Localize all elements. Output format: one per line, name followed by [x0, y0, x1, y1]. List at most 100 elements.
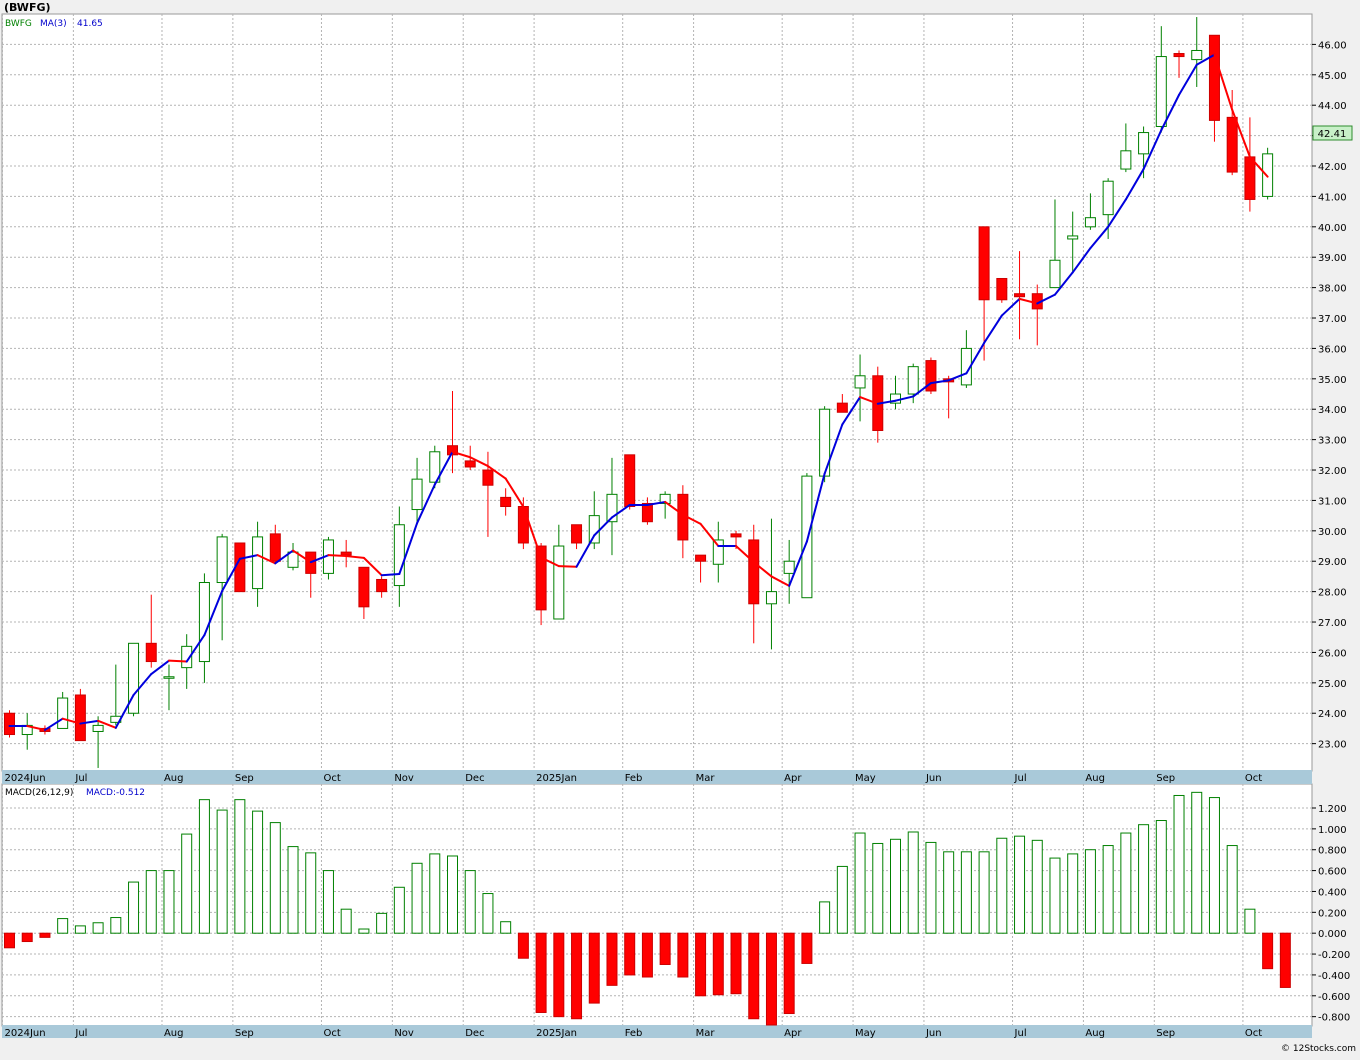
- up-candle: [712, 521, 724, 583]
- down-candle: [145, 594, 157, 668]
- price-tick-label: 24.00: [1318, 709, 1347, 720]
- candle-body: [1244, 156, 1256, 200]
- date-axis-label: Jun: [925, 1028, 942, 1039]
- up-candle: [765, 518, 777, 650]
- price-tick-label: 23.00: [1318, 740, 1347, 751]
- price-tick-label: 46.00: [1318, 40, 1347, 51]
- candle-body: [411, 478, 423, 511]
- macd-bar-positive: [819, 901, 831, 934]
- date-axis-label: 2025Jan: [536, 1028, 577, 1039]
- candle-body: [145, 642, 157, 663]
- candle-body: [1262, 153, 1274, 197]
- candle-body: [128, 642, 140, 714]
- ma-line-segment: [1124, 168, 1145, 201]
- macd-bar-positive: [287, 846, 299, 934]
- ma-line-segment: [380, 572, 401, 577]
- date-axis-label: Feb: [625, 773, 643, 784]
- macd-legend: MACD(26,12,9): [5, 788, 73, 798]
- macd-bar-negative: [1279, 932, 1291, 988]
- macd-bar-negative: [730, 932, 742, 995]
- date-axis-label: 2025Jan: [536, 773, 577, 784]
- ma-line-segment: [557, 565, 578, 568]
- down-candle: [376, 576, 388, 598]
- candle-body: [181, 645, 193, 669]
- date-axis-label: Mar: [696, 773, 716, 784]
- macd-bar-negative: [748, 932, 760, 1020]
- down-candle: [340, 539, 352, 568]
- up-candle: [57, 691, 69, 729]
- candle-body: [464, 460, 476, 468]
- macd-tick-label: -0.200: [1318, 950, 1350, 961]
- down-candle: [1173, 50, 1185, 78]
- ma-value-legend: 41.65: [77, 19, 103, 29]
- down-candle: [358, 566, 370, 619]
- candle-body: [269, 533, 281, 562]
- ma-line-segment: [841, 396, 862, 426]
- ma-line-segment: [43, 717, 64, 731]
- macd-bar-positive: [198, 799, 210, 934]
- date-axis-label: May: [855, 773, 876, 784]
- up-candle: [1067, 211, 1079, 273]
- macd-bar-negative: [695, 932, 707, 997]
- down-candle: [1208, 34, 1220, 142]
- up-candle: [606, 457, 618, 556]
- candle-body: [553, 545, 565, 620]
- macd-bar-positive: [872, 842, 884, 934]
- price-tick-label: 26.00: [1318, 648, 1347, 659]
- ma-line-segment: [167, 659, 188, 663]
- ma-line-segment: [859, 396, 879, 405]
- candle-body: [358, 566, 370, 608]
- macd-bar-positive: [181, 833, 193, 934]
- candle-body: [854, 375, 866, 389]
- up-candle: [1138, 126, 1150, 179]
- down-candle: [571, 524, 583, 550]
- macd-bar-positive: [145, 870, 157, 934]
- macd-bar-negative: [677, 932, 689, 978]
- price-tick-label: 28.00: [1318, 588, 1347, 599]
- macd-bar-negative: [517, 932, 529, 959]
- price-tick-label: 42.00: [1318, 162, 1347, 173]
- macd-bar-positive: [393, 886, 405, 934]
- up-candle: [322, 536, 334, 580]
- macd-bar-negative: [571, 932, 583, 1020]
- macd-bar-positive: [1067, 853, 1079, 934]
- ma-line-segment: [1178, 63, 1198, 96]
- candle-body: [695, 554, 707, 562]
- ma-line-segment: [274, 549, 295, 565]
- macd-tick-label: 0.200: [1318, 908, 1347, 919]
- date-axis-label: Aug: [164, 773, 184, 784]
- macd-bar-positive: [216, 809, 228, 934]
- up-candle: [659, 491, 671, 519]
- macd-bar-positive: [996, 837, 1008, 934]
- ma-line-segment: [1053, 271, 1074, 296]
- ma-line-segment: [752, 561, 773, 578]
- ma-line-segment: [362, 556, 383, 577]
- macd-tick-label: -0.600: [1318, 992, 1350, 1003]
- up-candle: [393, 506, 405, 607]
- candle-body: [1155, 56, 1167, 127]
- down-candle: [1014, 251, 1026, 340]
- price-tick-label: 27.00: [1318, 618, 1347, 629]
- candle-body: [730, 533, 742, 538]
- price-date-axis-band: [2, 770, 1312, 784]
- macd-tick-label: -0.400: [1318, 971, 1350, 982]
- candle-body: [659, 493, 671, 504]
- macd-bar-positive: [1244, 908, 1256, 934]
- ma-line-segment: [876, 399, 897, 405]
- down-candle: [836, 394, 848, 413]
- date-axis-label: Dec: [465, 1028, 484, 1039]
- up-candle: [1084, 193, 1096, 230]
- candle-body: [925, 360, 937, 392]
- candle-body: [712, 539, 724, 565]
- macd-tick-label: 1.000: [1318, 825, 1347, 836]
- up-candle: [801, 473, 813, 599]
- ma-line-segment: [1036, 293, 1056, 305]
- macd-bar-negative: [553, 932, 565, 1018]
- up-candle: [1120, 123, 1132, 173]
- macd-bar-positive: [163, 870, 175, 934]
- candle-body: [1138, 132, 1150, 155]
- date-axis-label: Feb: [625, 1028, 643, 1039]
- candle-body: [978, 226, 990, 301]
- up-candle: [553, 524, 565, 620]
